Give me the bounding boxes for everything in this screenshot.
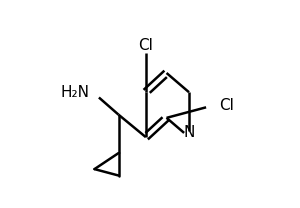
Text: Cl: Cl bbox=[138, 38, 153, 53]
Text: N: N bbox=[183, 125, 195, 140]
Text: H₂N: H₂N bbox=[61, 85, 90, 100]
Text: Cl: Cl bbox=[219, 98, 234, 113]
